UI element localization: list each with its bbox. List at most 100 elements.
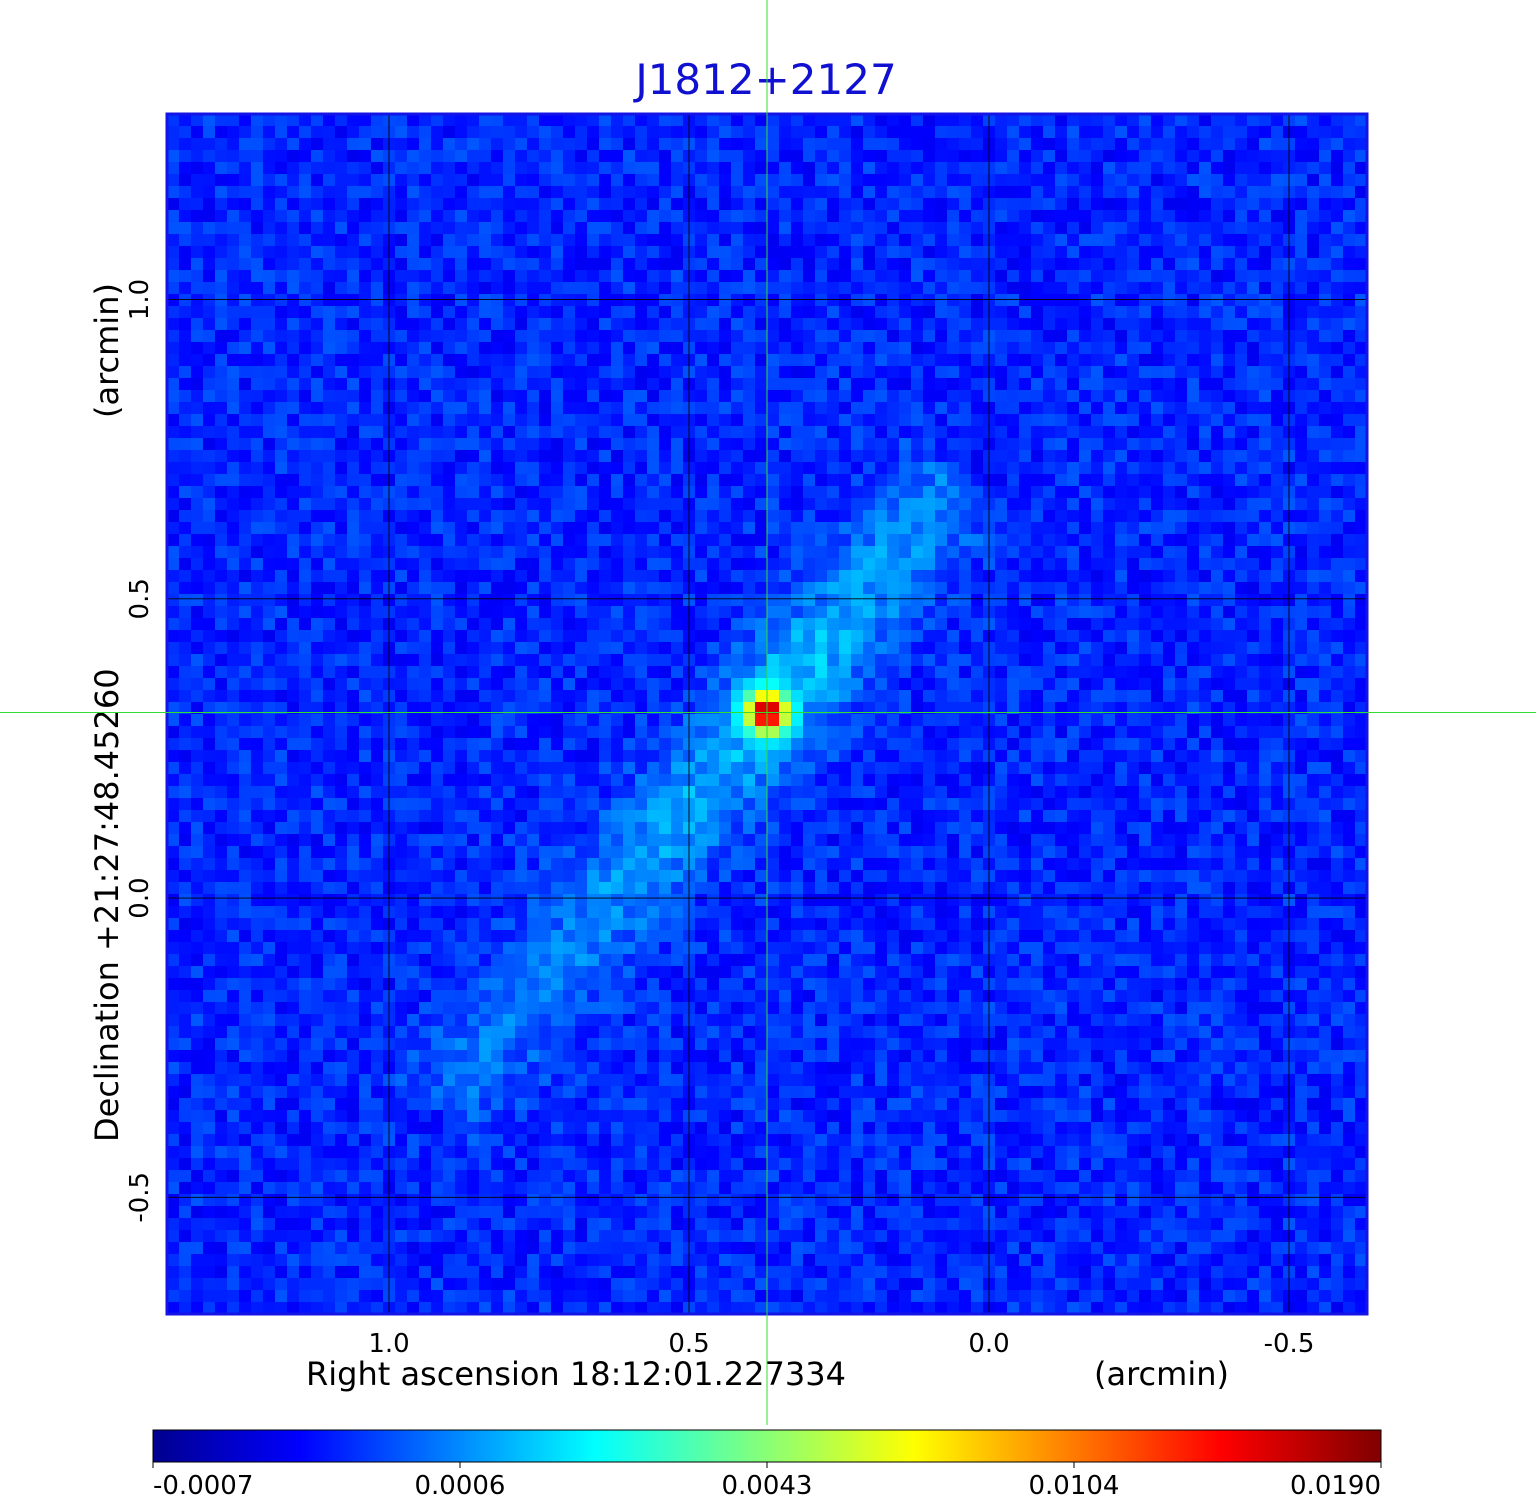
heatmap-cell bbox=[755, 330, 768, 343]
heatmap-cell bbox=[767, 270, 780, 283]
heatmap-cell bbox=[515, 450, 528, 463]
heatmap-cell bbox=[515, 330, 528, 343]
heatmap-cell bbox=[227, 366, 240, 379]
heatmap-cell bbox=[827, 186, 840, 199]
heatmap-cell bbox=[479, 366, 492, 379]
heatmap-cell bbox=[443, 426, 456, 439]
heatmap-cell bbox=[815, 138, 828, 151]
heatmap-cell bbox=[791, 378, 804, 391]
heatmap-cell bbox=[779, 606, 792, 619]
heatmap-cell bbox=[743, 270, 756, 283]
heatmap-cell bbox=[755, 558, 768, 571]
heatmap-cell bbox=[203, 510, 216, 523]
heatmap-cell bbox=[275, 414, 288, 427]
heatmap-cell bbox=[215, 462, 228, 475]
heatmap-cell bbox=[707, 546, 720, 559]
heatmap-cell bbox=[839, 450, 852, 463]
heatmap-cell bbox=[1019, 450, 1032, 463]
heatmap-cell bbox=[599, 534, 612, 547]
heatmap-cell bbox=[1163, 186, 1176, 199]
heatmap-cell bbox=[815, 546, 828, 559]
heatmap-cell bbox=[347, 354, 360, 367]
heatmap-cell bbox=[455, 690, 468, 703]
heatmap-cell bbox=[1223, 222, 1236, 235]
heatmap-cell bbox=[491, 690, 504, 703]
heatmap-cell bbox=[935, 162, 948, 175]
heatmap-cell bbox=[911, 306, 924, 319]
heatmap-cell bbox=[851, 522, 864, 535]
heatmap-cell bbox=[1247, 702, 1260, 715]
heatmap-cell bbox=[1307, 234, 1320, 247]
heatmap-cell bbox=[1211, 186, 1224, 199]
heatmap-cell bbox=[923, 234, 936, 247]
heatmap-cell bbox=[1007, 210, 1020, 223]
heatmap-cell bbox=[1139, 450, 1152, 463]
heatmap-cell bbox=[1211, 510, 1224, 523]
heatmap-cell bbox=[1211, 258, 1224, 271]
heatmap-cell bbox=[659, 210, 672, 223]
heatmap-cell bbox=[1067, 450, 1080, 463]
heatmap-cell bbox=[803, 366, 816, 379]
heatmap-cell bbox=[347, 498, 360, 511]
heatmap-cell bbox=[1307, 138, 1320, 151]
heatmap-cell bbox=[1139, 690, 1152, 703]
heatmap-cell bbox=[791, 174, 804, 187]
heatmap-cell bbox=[971, 210, 984, 223]
heatmap-cell bbox=[875, 510, 888, 523]
heatmap-cell bbox=[1319, 282, 1332, 295]
heatmap-cell bbox=[419, 558, 432, 571]
heatmap-cell bbox=[935, 438, 948, 451]
heatmap-cell bbox=[167, 402, 180, 415]
heatmap-cell bbox=[815, 474, 828, 487]
heatmap-cell bbox=[1307, 210, 1320, 223]
heatmap-cell bbox=[1259, 222, 1272, 235]
heatmap-cell bbox=[203, 546, 216, 559]
heatmap-cell bbox=[1331, 606, 1344, 619]
heatmap-cell bbox=[647, 186, 660, 199]
heatmap-cell bbox=[1031, 354, 1044, 367]
heatmap-cell bbox=[1115, 642, 1128, 655]
heatmap-cell bbox=[851, 306, 864, 319]
heatmap-cell bbox=[491, 678, 504, 691]
heatmap-cell bbox=[167, 270, 180, 283]
heatmap-cell bbox=[587, 678, 600, 691]
heatmap-cell bbox=[431, 678, 444, 691]
heatmap-cell bbox=[203, 678, 216, 691]
heatmap-cell bbox=[803, 678, 816, 691]
heatmap-cell bbox=[1199, 630, 1212, 643]
heatmap-cell bbox=[551, 186, 564, 199]
heatmap-cell bbox=[1079, 522, 1092, 535]
heatmap-cell bbox=[347, 630, 360, 643]
heatmap-cell bbox=[731, 474, 744, 487]
heatmap-cell bbox=[1319, 414, 1332, 427]
heatmap-cell bbox=[779, 210, 792, 223]
heatmap-cell bbox=[1199, 306, 1212, 319]
heatmap-cell bbox=[1343, 630, 1356, 643]
heatmap-cell bbox=[1223, 582, 1236, 595]
heatmap-cell bbox=[575, 522, 588, 535]
heatmap-cell bbox=[767, 414, 780, 427]
heatmap-cell bbox=[443, 594, 456, 607]
heatmap-cell bbox=[527, 498, 540, 511]
heatmap-cell bbox=[659, 642, 672, 655]
heatmap-cell bbox=[671, 390, 684, 403]
heatmap-cell bbox=[827, 258, 840, 271]
heatmap-cell bbox=[1187, 510, 1200, 523]
heatmap-cell bbox=[1055, 618, 1068, 631]
heatmap-cell bbox=[659, 246, 672, 259]
heatmap-cell bbox=[527, 702, 540, 715]
heatmap-cell bbox=[539, 546, 552, 559]
heatmap-cell bbox=[323, 642, 336, 655]
heatmap-cell bbox=[779, 378, 792, 391]
heatmap-cell bbox=[1043, 534, 1056, 547]
heatmap-cell bbox=[911, 510, 924, 523]
heatmap-cell bbox=[575, 510, 588, 523]
heatmap-cell bbox=[1151, 546, 1164, 559]
heatmap-cell bbox=[887, 246, 900, 259]
heatmap-cell bbox=[1235, 354, 1248, 367]
heatmap-cell bbox=[1271, 438, 1284, 451]
heatmap-cell bbox=[1295, 174, 1308, 187]
heatmap-cell bbox=[371, 462, 384, 475]
heatmap-cell bbox=[287, 246, 300, 259]
heatmap-cell bbox=[539, 114, 552, 127]
